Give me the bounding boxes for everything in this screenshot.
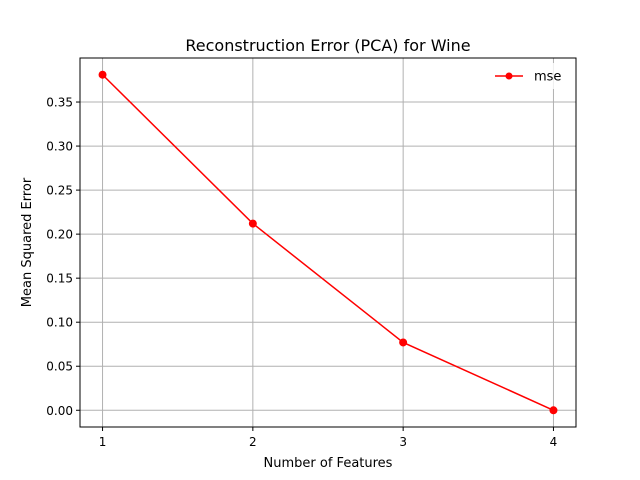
y-axis-label: Mean Squared Error	[20, 177, 35, 307]
series-line-mse	[102, 74, 554, 411]
y-axis-ticks: 0.00 0.05 0.10 0.15 0.20 0.25 0.30 0.35	[46, 96, 80, 418]
chart-title: Reconstruction Error (PCA) for Wine	[185, 36, 470, 55]
x-axis-ticks: 1 2 3 4	[99, 427, 558, 449]
x-tick-label: 3	[399, 435, 407, 449]
legend-marker-swatch	[505, 72, 513, 80]
x-tick-label: 2	[249, 435, 257, 449]
y-tick-label: 0.15	[46, 272, 73, 286]
series-layer	[98, 70, 558, 415]
legend: mse	[487, 63, 569, 89]
data-point	[549, 406, 558, 415]
y-tick-label: 0.20	[46, 228, 73, 242]
y-tick-label: 0.05	[46, 360, 73, 374]
data-point	[98, 70, 107, 79]
y-tick-label: 0.30	[46, 140, 73, 154]
y-tick-label: 0.35	[46, 96, 73, 110]
x-tick-label: 1	[99, 435, 107, 449]
x-axis-label: Number of Features	[264, 456, 393, 471]
legend-label: mse	[534, 70, 561, 85]
data-point	[399, 338, 408, 347]
grid	[80, 58, 576, 427]
y-tick-label: 0.10	[46, 316, 73, 330]
data-point	[248, 219, 257, 228]
x-tick-label: 4	[550, 435, 558, 449]
plot-frame	[79, 57, 577, 428]
y-tick-label: 0.00	[46, 404, 73, 418]
y-tick-label: 0.25	[46, 184, 73, 198]
